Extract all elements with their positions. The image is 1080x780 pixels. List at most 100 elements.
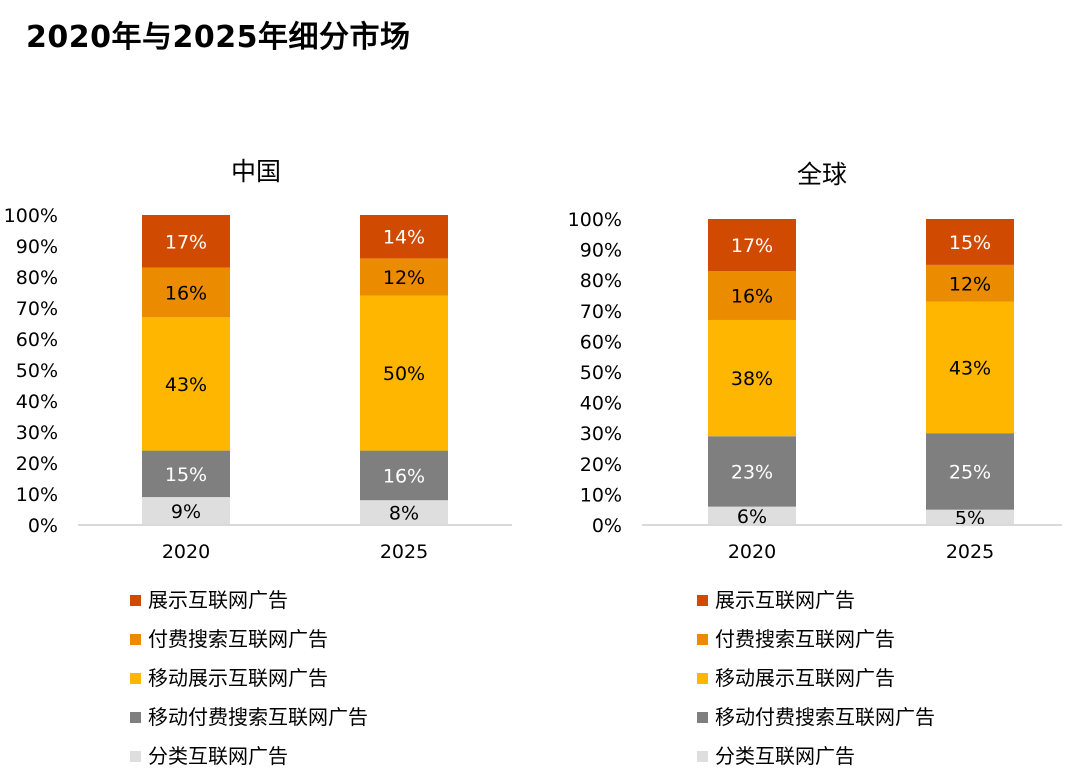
legend-swatch: [697, 595, 708, 606]
legend-label: 付费搜索互联网广告: [148, 627, 328, 651]
x-category-label: 2025: [946, 541, 994, 563]
legend-label: 分类互联网广告: [715, 744, 855, 768]
y-tick-label: 70%: [580, 301, 622, 323]
bar-segment: [926, 509, 1014, 525]
legend-swatch: [697, 751, 708, 762]
legend-swatch: [130, 595, 141, 606]
bar-segment: [926, 219, 1014, 265]
data-label: 15%: [165, 464, 207, 486]
legend-label: 移动展示互联网广告: [715, 666, 895, 690]
legend-swatch: [697, 712, 708, 723]
legend-item: 移动展示互联网广告: [697, 663, 935, 702]
bar-segment: [708, 319, 796, 437]
y-tick-label: 100%: [568, 209, 622, 231]
legend-swatch: [130, 751, 141, 762]
legend-label: 移动付费搜索互联网广告: [148, 705, 368, 729]
y-tick-label: 10%: [16, 484, 58, 506]
data-label: 43%: [949, 357, 991, 379]
y-tick-label: 0%: [592, 515, 622, 537]
y-tick-label: 0%: [28, 515, 58, 537]
data-label: 25%: [949, 461, 991, 483]
legend-swatch: [697, 673, 708, 684]
y-tick-label: 40%: [16, 391, 58, 413]
y-tick-label: 90%: [16, 236, 58, 258]
bar-segment: [142, 215, 230, 268]
y-tick-label: 60%: [16, 329, 58, 351]
legend-item: 展示互联网广告: [697, 585, 935, 624]
data-label: 38%: [731, 368, 773, 390]
y-tick-label: 50%: [16, 360, 58, 382]
bar-segment: [360, 295, 448, 451]
bar-segment: [708, 219, 796, 272]
bar-segment: [926, 264, 1014, 302]
legend-label: 移动展示互联网广告: [148, 666, 328, 690]
bar-segment: [360, 258, 448, 296]
bar-segment: [142, 450, 230, 498]
bar-segment: [142, 497, 230, 525]
data-label: 16%: [731, 286, 773, 308]
data-label: 23%: [731, 461, 773, 483]
legend-swatch: [130, 634, 141, 645]
data-label: 14%: [383, 227, 425, 249]
legend-label: 分类互联网广告: [148, 744, 288, 768]
legend-global: 展示互联网广告付费搜索互联网广告 移动展示互联网广告移动付费搜索互联网广告 分类互联…: [697, 585, 935, 780]
legend-item: 展示互联网广告: [130, 585, 368, 624]
y-tick-label: 20%: [16, 453, 58, 475]
panel-title-global: 全球: [797, 160, 847, 189]
page-title: 2020年与2025年细分市场: [26, 20, 411, 55]
legend-label: 付费搜索互联网广告: [715, 627, 895, 651]
x-category-label: 2025: [380, 541, 428, 563]
legend-item: 付费搜索互联网广告: [130, 624, 368, 663]
bar-segment: [926, 301, 1014, 434]
bar-segment: [360, 500, 448, 525]
y-tick-label: 70%: [16, 298, 58, 320]
data-label: 12%: [949, 273, 991, 295]
legend-label: 展示互联网广告: [148, 588, 288, 612]
legend-label: 移动付费搜索互联网广告: [715, 705, 935, 729]
legend-item: 付费搜索互联网广告: [697, 624, 935, 663]
y-tick-label: 30%: [16, 422, 58, 444]
legend-item: 移动展示互联网广告: [130, 663, 368, 702]
data-label: 9%: [171, 501, 201, 523]
y-tick-label: 20%: [580, 454, 622, 476]
legend-item: 移动付费搜索互联网广告: [130, 702, 368, 741]
legend-swatch: [130, 673, 141, 684]
y-tick-label: 80%: [580, 270, 622, 292]
data-label: 50%: [383, 363, 425, 385]
y-tick-label: 100%: [4, 205, 58, 227]
y-tick-label: 50%: [580, 362, 622, 384]
bar-segment: [708, 271, 796, 320]
x-category-label: 2020: [162, 541, 210, 563]
bar-segment: [360, 450, 448, 501]
bar-segment: [142, 267, 230, 318]
bar-segment: [142, 317, 230, 451]
data-label: 15%: [949, 232, 991, 254]
legend-item: 分类互联网广告: [130, 741, 368, 780]
data-label: 6%: [737, 506, 767, 528]
legend-china: 展示互联网广告付费搜索互联网广告 移动展示互联网广告移动付费搜索互联网广告 分类互联…: [130, 585, 368, 780]
bar-segment: [360, 215, 448, 259]
data-label: 8%: [389, 503, 419, 525]
data-label: 5%: [955, 507, 985, 529]
legend-item: 移动付费搜索互联网广告: [697, 702, 935, 741]
data-label: 17%: [165, 231, 207, 253]
y-tick-label: 30%: [580, 423, 622, 445]
legend-swatch: [697, 634, 708, 645]
bar-segment: [708, 506, 796, 525]
y-tick-label: 80%: [16, 267, 58, 289]
panel-title-china: 中国: [231, 157, 281, 186]
legend-item: 分类互联网广告: [697, 741, 935, 780]
data-label: 16%: [165, 283, 207, 305]
legend-label: 展示互联网广告: [715, 588, 855, 612]
data-label: 12%: [383, 267, 425, 289]
data-label: 17%: [731, 235, 773, 257]
x-category-label: 2020: [728, 541, 776, 563]
y-tick-label: 90%: [580, 240, 622, 262]
bar-segment: [708, 436, 796, 507]
y-tick-label: 60%: [580, 331, 622, 353]
data-label: 16%: [383, 465, 425, 487]
bar-segment: [926, 433, 1014, 510]
y-tick-label: 40%: [580, 393, 622, 415]
legend-swatch: [130, 712, 141, 723]
